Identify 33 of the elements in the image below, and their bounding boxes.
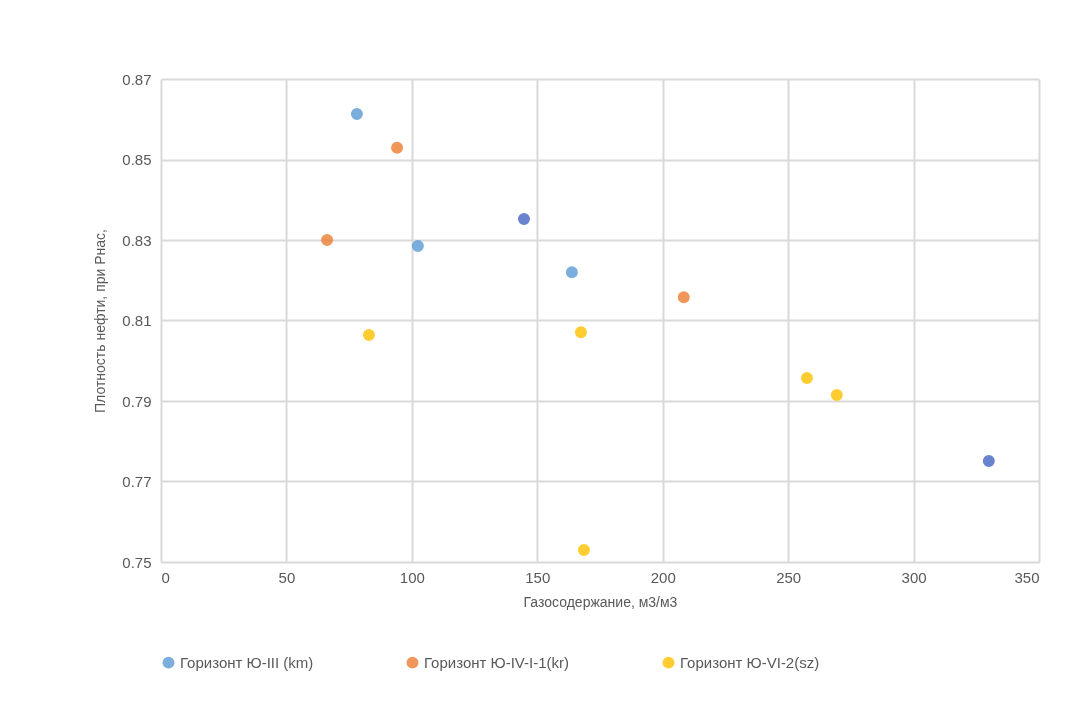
legend-label: Горизонт Ю-VI-2(sz) xyxy=(680,653,820,671)
legend-label: Горизонт Ю-III (km) xyxy=(180,653,314,671)
x-tick-label: 300 xyxy=(901,568,927,586)
point xyxy=(565,266,578,279)
point xyxy=(677,291,690,304)
point xyxy=(830,388,843,401)
point xyxy=(411,240,424,253)
point xyxy=(362,329,375,341)
point xyxy=(350,108,363,120)
legend-label: Горизонт Ю-IV-I-1(kr) xyxy=(424,653,570,671)
y-tick-label: 0.75 xyxy=(122,553,152,571)
x-tick-label: 100 xyxy=(399,568,425,586)
y-tick-label: 0.87 xyxy=(122,70,152,88)
y-tick-label: 0.79 xyxy=(122,392,152,410)
point xyxy=(574,326,587,339)
x-tick-label: 0 xyxy=(161,568,170,586)
point xyxy=(321,234,334,246)
x-tick-label: 350 xyxy=(1014,568,1040,586)
y-tick-label: 0.77 xyxy=(122,473,152,490)
point xyxy=(518,213,530,226)
y-axis-title: Плотность нефти, при Pнас, xyxy=(92,229,109,413)
point xyxy=(800,372,813,385)
point xyxy=(982,454,995,467)
y-tick-label: 0.81 xyxy=(122,312,152,329)
x-tick-label: 250 xyxy=(776,568,802,586)
x-axis-title: Газосодержание, м3/м3 xyxy=(523,593,678,610)
y-tick-label: 0.83 xyxy=(122,231,152,249)
x-tick-label: 150 xyxy=(525,568,551,586)
x-tick-label: 200 xyxy=(650,568,676,586)
x-tick-label: 50 xyxy=(278,568,296,586)
y-tick-label: 0.85 xyxy=(122,151,152,168)
point xyxy=(577,543,590,556)
point xyxy=(391,141,404,154)
